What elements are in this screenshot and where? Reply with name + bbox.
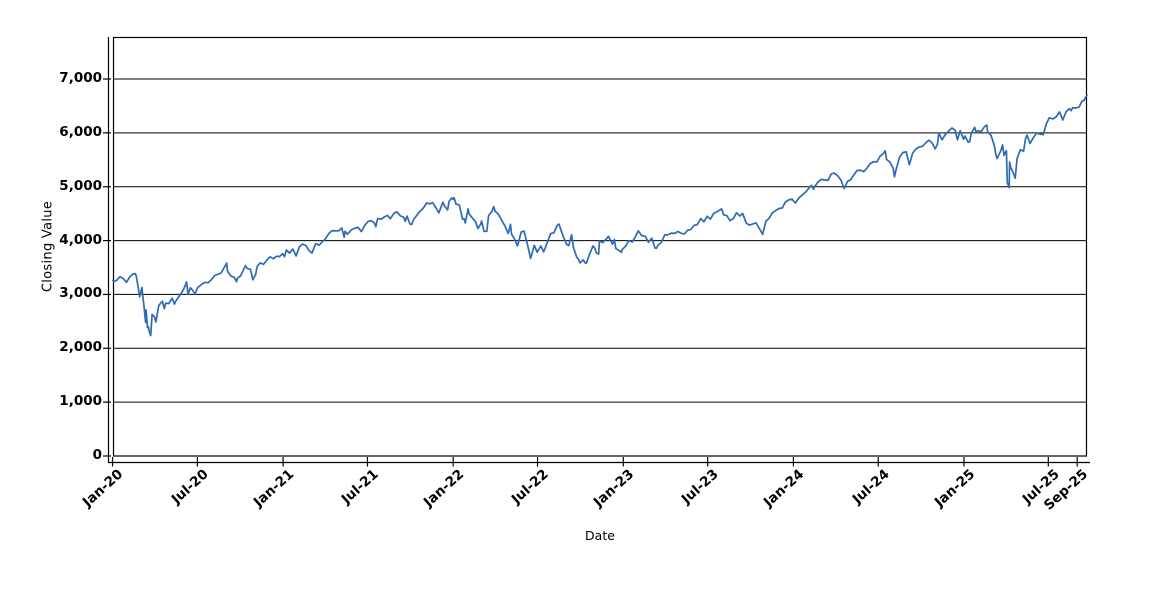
y-tick-label: 2,000 [59, 339, 102, 356]
closing-value-series-line [112, 94, 1088, 337]
x-axis-title: Date [585, 528, 615, 543]
y-tick-label: 0 [92, 447, 102, 463]
y-tick-label: 7,000 [59, 70, 102, 86]
y-tick-label: 1,000 [59, 393, 102, 410]
y-tick-label: 5,000 [59, 177, 102, 194]
plot-frame [112, 36, 1088, 457]
y-tick-label: 6,000 [59, 123, 102, 140]
y-tick-label: 4,000 [59, 231, 102, 248]
y-tick-label: 3,000 [59, 285, 102, 302]
